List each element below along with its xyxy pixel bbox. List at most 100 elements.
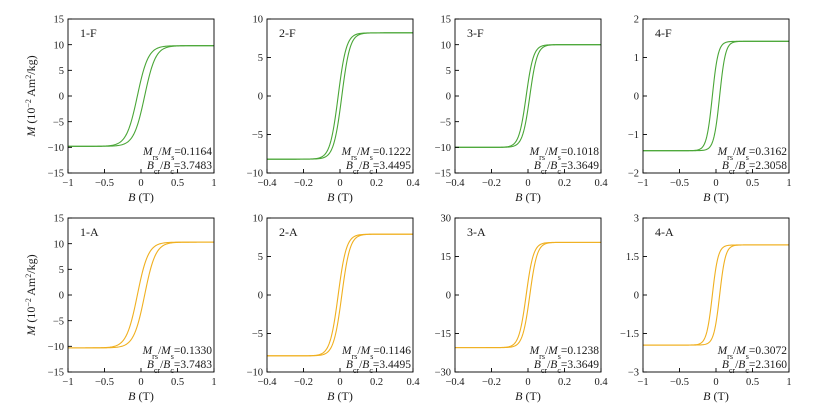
x-tick-label: −0.4 xyxy=(257,178,277,189)
y-tick-label: −15 xyxy=(435,169,451,180)
x-tick-label: −1 xyxy=(62,377,73,388)
y-tick-label: 15 xyxy=(441,252,452,263)
panel-1-A: −1 −0.5 0 0.5 1 −15 −10 −5 0 5 10 15 B (T) M (10−2 Am… xyxy=(24,214,217,403)
panel-label: 3-F xyxy=(467,26,484,40)
loop-ascending-branch xyxy=(455,44,601,148)
x-tick-label: 0.5 xyxy=(746,178,759,189)
y-tick-label: 0 xyxy=(59,92,64,103)
annotation-bcr-bc: Bcr/Bc=3.4495 xyxy=(346,359,411,375)
y-tick-label: 0 xyxy=(446,92,451,103)
x-tick-label: −0.5 xyxy=(670,178,689,189)
x-tick-label: −1 xyxy=(637,377,648,388)
annotation-mrs-ms: Mrs/Ms=0.1222 xyxy=(341,146,412,162)
annotation-mrs-ms: Mrs/Ms=0.1238 xyxy=(529,345,600,361)
x-tick-label: 0.4 xyxy=(406,377,420,388)
loop-descending-branch xyxy=(68,45,214,147)
x-tick-label: −0.2 xyxy=(294,377,313,388)
y-tick-label: −10 xyxy=(48,342,64,353)
x-tick-label: −0.2 xyxy=(482,178,501,189)
x-tick-label: 0.5 xyxy=(171,178,184,189)
y-tick-label: 15 xyxy=(54,214,65,225)
y-tick-label: 5 xyxy=(258,53,263,64)
annotation-bcr-bc: Bcr/Bc=3.3649 xyxy=(534,160,599,176)
x-tick-label: 0.4 xyxy=(594,178,608,189)
loop-descending-branch xyxy=(68,241,214,349)
y-tick-label: 0 xyxy=(634,92,639,103)
x-tick-label: −0.2 xyxy=(482,377,501,388)
x-tick-label: 0.4 xyxy=(406,178,420,189)
x-tick-label: 0.4 xyxy=(594,377,608,388)
x-tick-label: −0.5 xyxy=(670,377,689,388)
x-tick-label: 0 xyxy=(713,377,718,388)
x-tick-label: −0.2 xyxy=(294,178,313,189)
x-tick-label: 0 xyxy=(337,178,342,189)
x-tick-label: −0.5 xyxy=(95,377,114,388)
loop-ascending-branch xyxy=(267,32,413,160)
x-axis-label: B (T) xyxy=(327,190,353,204)
panel-label: 1-F xyxy=(80,26,97,40)
y-tick-label: 1 xyxy=(634,53,639,64)
y-tick-label: −2 xyxy=(628,169,639,180)
x-tick-label: 0 xyxy=(713,178,718,189)
x-tick-label: 1 xyxy=(786,178,791,189)
panel-label: 4-F xyxy=(655,26,672,40)
y-tick-label: 0 xyxy=(634,291,639,302)
x-tick-label: −1 xyxy=(62,178,73,189)
x-axis-label: B (T) xyxy=(703,389,729,403)
y-tick-label: 1.5 xyxy=(626,252,639,263)
x-tick-label: 0.5 xyxy=(746,377,759,388)
annotation-bcr-bc: Bcr/Bc=3.4495 xyxy=(346,160,411,176)
x-tick-label: 0.5 xyxy=(171,377,184,388)
x-axis-label: B (T) xyxy=(128,190,154,204)
x-tick-label: −1 xyxy=(637,178,648,189)
annotation-bcr-bc: Bcr/Bc=3.7483 xyxy=(147,359,212,375)
loop-ascending-branch xyxy=(643,244,789,346)
x-axis-label: B (T) xyxy=(327,389,353,403)
panel-4-A: −1 −0.5 0 0.5 1 −3 −1.5 0 1.5 3 B (T) 4-A Mrs/Ms=0.3… xyxy=(620,214,792,403)
x-tick-label: 1 xyxy=(211,178,216,189)
y-tick-label: 10 xyxy=(253,15,264,26)
loop-ascending-branch xyxy=(68,45,214,147)
panel-label: 4-A xyxy=(655,225,674,239)
y-tick-label: −15 xyxy=(48,169,64,180)
y-tick-label: −1 xyxy=(628,130,639,141)
y-tick-label: −5 xyxy=(53,316,64,327)
y-tick-label: 30 xyxy=(441,214,452,225)
y-tick-label: 10 xyxy=(54,239,65,250)
annotation-mrs-ms: Mrs/Ms=0.1330 xyxy=(142,345,213,361)
annotation-bcr-bc: Bcr/Bc=3.3649 xyxy=(534,359,599,375)
loop-ascending-branch xyxy=(643,40,789,152)
x-tick-label: −0.4 xyxy=(257,377,277,388)
y-tick-label: 0 xyxy=(446,291,451,302)
y-tick-label: −5 xyxy=(53,117,64,128)
y-tick-label: −10 xyxy=(48,143,64,154)
x-tick-label: 0.2 xyxy=(370,178,383,189)
panel-label: 2-A xyxy=(279,225,298,239)
loop-descending-branch xyxy=(267,32,413,160)
panel-3-F: −0.4 −0.2 0 0.2 0.4 −15 −10 −5 0 5 10 15 B (T) 3-F Mrs… xyxy=(435,15,609,204)
y-tick-label: 5 xyxy=(59,66,64,77)
annotation-mrs-ms: Mrs/Ms=0.1018 xyxy=(529,146,600,162)
y-tick-label: 15 xyxy=(54,15,65,26)
y-tick-label: −5 xyxy=(440,117,451,128)
panel-3-A: −0.4 −0.2 0 0.2 0.4 −30 −15 0 15 30 B (T) 3-A Mrs/Ms… xyxy=(435,214,609,403)
y-tick-label: 0 xyxy=(258,291,263,302)
panel-2-F: −0.4 −0.2 0 0.2 0.4 −10 −5 0 5 10 B (T) 2-F Mrs/Ms=0… xyxy=(247,15,421,204)
y-tick-label: 5 xyxy=(258,252,263,263)
x-tick-label: 1 xyxy=(786,377,791,388)
y-tick-label: −3 xyxy=(628,368,639,379)
x-tick-label: −0.4 xyxy=(445,178,465,189)
y-tick-label: −5 xyxy=(252,130,263,141)
x-tick-label: 0 xyxy=(138,178,143,189)
loop-descending-branch xyxy=(267,233,413,357)
x-tick-label: 0 xyxy=(337,377,342,388)
y-axis-label: M (10−2 Am2/kg) xyxy=(24,254,39,336)
y-tick-label: 10 xyxy=(253,214,264,225)
annotation-bcr-bc: Bcr/Bc=2.3058 xyxy=(722,160,787,176)
loop-descending-branch xyxy=(643,40,789,152)
annotation-bcr-bc: Bcr/Bc=3.7483 xyxy=(147,160,212,176)
loop-ascending-branch xyxy=(68,241,214,349)
y-tick-label: −10 xyxy=(247,368,263,379)
